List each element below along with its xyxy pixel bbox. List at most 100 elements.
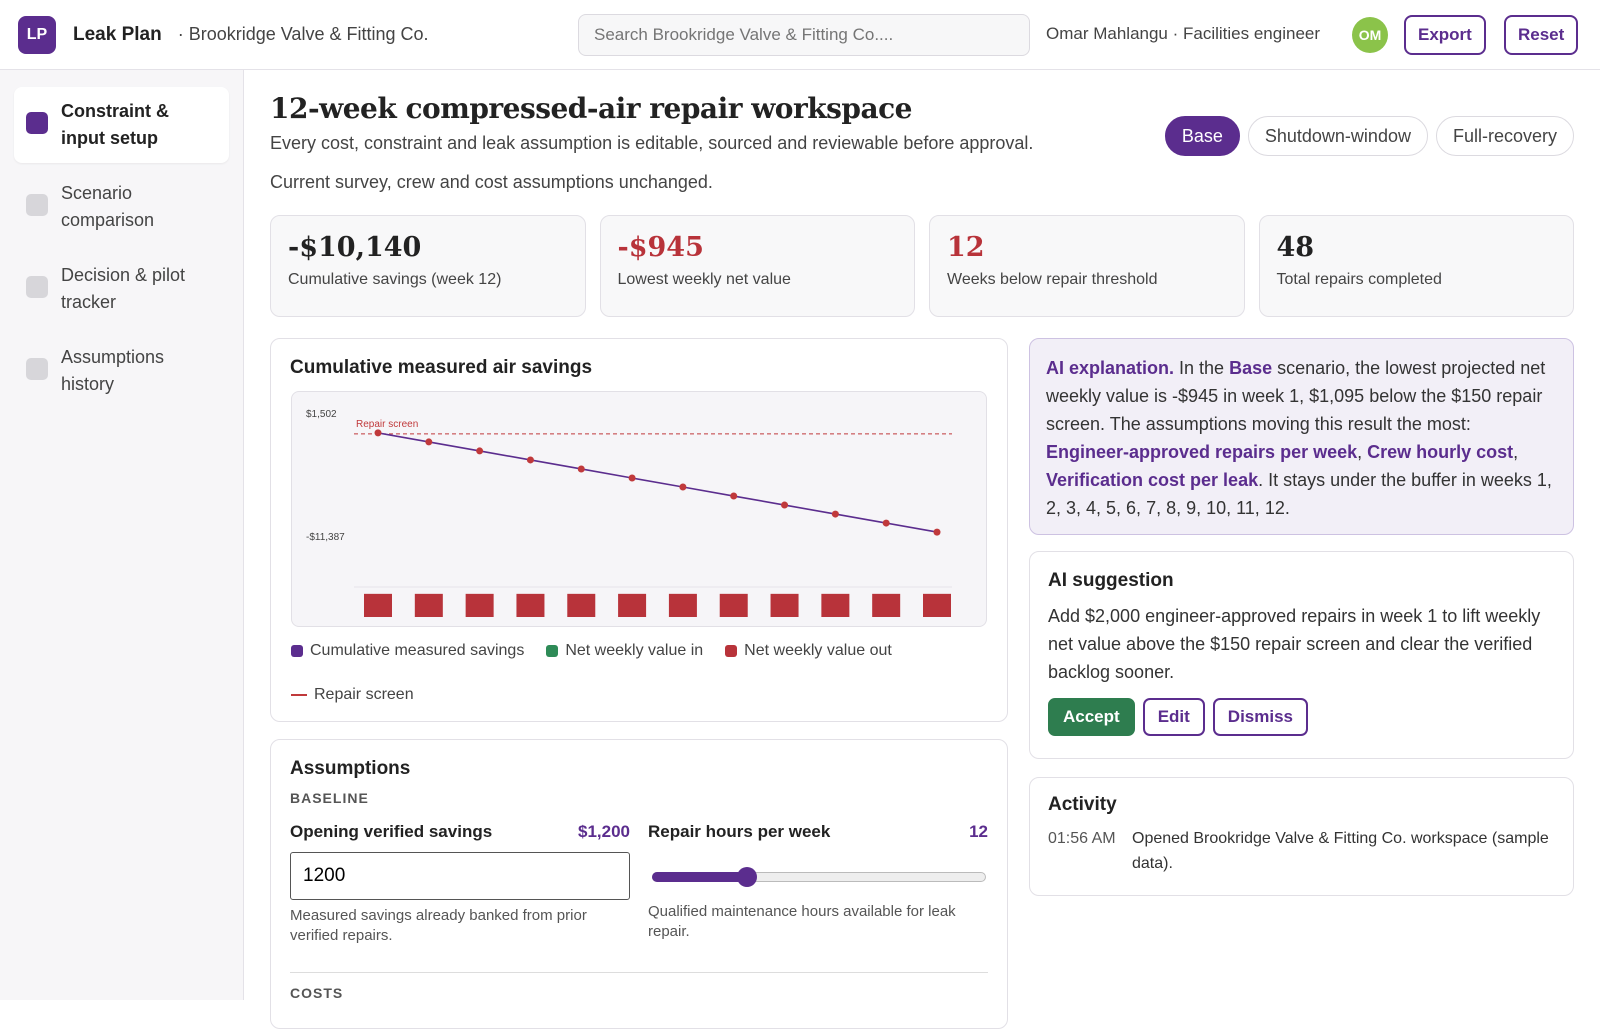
bar xyxy=(821,593,850,617)
nav-label: Decision & pilot tracker xyxy=(61,265,186,312)
point xyxy=(628,474,636,482)
activity-text: Opened Brookridge Valve & Fitting Co. wo… xyxy=(1132,830,1549,872)
field-help: Qualified maintenance hours available fo… xyxy=(648,903,956,940)
emphasis: Crew hourly cost xyxy=(1367,442,1514,462)
nav-label: Assumptions history xyxy=(61,347,165,394)
field-help: Measured savings already banked from pri… xyxy=(290,907,587,944)
main: 12-week compressed-air repair workspace … xyxy=(270,70,1574,317)
nav-icon xyxy=(26,276,48,298)
bar xyxy=(567,593,596,617)
legend-swatch xyxy=(546,645,559,657)
legend: Cumulative measured savings Net weekly va… xyxy=(291,637,981,709)
bar xyxy=(719,593,748,617)
activity-title: Activity xyxy=(1048,794,1117,815)
nav-item[interactable]: Scenario comparison xyxy=(14,169,229,245)
legend-label: Repair screen xyxy=(314,686,414,703)
sidebar: Constraint & input setup Scenario compar… xyxy=(0,70,244,1000)
text: . It stays under the buffer in weeks 1, … xyxy=(1046,470,1552,518)
field-row: Opening verified savings $1,200 Measured … xyxy=(290,822,988,946)
bar xyxy=(618,593,647,617)
kpi-card: -$945 Lowest weekly net value xyxy=(599,215,915,317)
nav-item[interactable]: Assumptions history xyxy=(14,333,229,409)
chart: $1,502 -$11,387 Repair screen xyxy=(306,409,952,617)
slider-knob[interactable] xyxy=(737,867,757,887)
emphasis: Base xyxy=(1229,358,1273,378)
kpi-label: Lowest weekly net value xyxy=(617,271,791,288)
kpi-value: 12 xyxy=(947,232,985,263)
page-title: 12-week compressed-air repair workspace xyxy=(270,92,913,125)
subtitle: Every cost, constraint and leak assumpti… xyxy=(270,133,1034,153)
legend-item: Repair screen xyxy=(291,681,959,709)
point xyxy=(882,519,890,527)
y-tick-label: $1,502 xyxy=(306,409,337,420)
assumptions: Assumptions BASELINE Opening verified sa… xyxy=(270,739,1008,1029)
app-name: Leak Plan xyxy=(73,23,162,45)
suggestion-title: AI suggestion xyxy=(1048,570,1174,591)
legend-swatch xyxy=(291,645,303,657)
point xyxy=(577,465,585,473)
edit-button[interactable]: Edit xyxy=(1142,698,1205,736)
kpi-label: Weeks below repair threshold xyxy=(947,271,1158,288)
reset-button[interactable]: Reset xyxy=(1504,15,1579,55)
nav-icon xyxy=(26,112,48,134)
assumptions-title: Assumptions xyxy=(290,758,411,779)
legend-label: Net weekly value in xyxy=(565,642,704,659)
point xyxy=(476,447,484,455)
point xyxy=(425,438,433,446)
line xyxy=(377,432,938,533)
scenario-pills: Base Shutdown-window Full-recovery xyxy=(1164,116,1574,156)
scenario-pill[interactable]: Base xyxy=(1164,116,1240,156)
text: In the xyxy=(1174,358,1230,378)
point xyxy=(679,483,687,491)
dismiss-button[interactable]: Dismiss xyxy=(1212,698,1308,736)
field-value: 12 xyxy=(969,822,988,841)
search[interactable] xyxy=(578,14,1030,56)
nav-icon xyxy=(26,358,48,380)
point xyxy=(933,528,941,536)
activity-time: 01:56 AM xyxy=(1048,830,1116,847)
export-button[interactable]: Export xyxy=(1404,15,1486,55)
chart-card: Cumulative measured air savings $1,502 -$… xyxy=(270,338,1008,722)
emphasis: Verification cost per leak xyxy=(1046,470,1259,490)
kpi-label: Cumulative savings (week 12) xyxy=(288,271,502,288)
legend-item: Net weekly value in xyxy=(546,637,703,665)
scenario-pill[interactable]: Full-recovery xyxy=(1435,116,1574,156)
nav-icon xyxy=(26,194,48,216)
number-input[interactable] xyxy=(290,852,630,900)
emphasis: Engineer-approved repairs per week xyxy=(1046,442,1358,462)
ai-explanation: AI explanation. In the Base scenario, th… xyxy=(1029,338,1574,535)
chart-area: $1,502 -$11,387 Repair screen xyxy=(291,391,987,627)
bar xyxy=(872,593,901,617)
kpi-card: 12 Weeks below repair threshold xyxy=(929,215,1245,317)
kpi-card: 48 Total repairs completed xyxy=(1258,215,1574,317)
accept-button[interactable]: Accept xyxy=(1048,698,1135,736)
field-label: Opening verified savings $1,200 xyxy=(290,822,630,842)
bar xyxy=(465,593,494,617)
nav-label: Constraint & input setup xyxy=(61,101,169,148)
field-value: $1,200 xyxy=(578,822,630,841)
text: scenario, the lowest projected net weekl… xyxy=(1046,358,1546,434)
user: Omar Mahlangu · Facilities engineer xyxy=(1046,24,1321,43)
activity: Activity 01:56 AM Opened Brookridge Valv… xyxy=(1029,777,1574,896)
suggestion-actions: Accept Edit Dismiss xyxy=(1048,698,1555,736)
legend-swatch xyxy=(291,694,307,696)
nav-item[interactable]: Constraint & input setup xyxy=(14,87,229,163)
bar xyxy=(364,593,392,617)
section-label: BASELINE xyxy=(290,790,369,806)
kpi-value: 48 xyxy=(1276,232,1315,263)
slider[interactable] xyxy=(648,852,988,900)
label: Opening verified savings xyxy=(290,822,493,841)
logo: LP xyxy=(18,15,56,54)
nav-item[interactable]: Decision & pilot tracker xyxy=(14,251,229,327)
field-label: Repair hours per week 12 xyxy=(648,822,988,842)
legend-swatch xyxy=(725,645,738,657)
explanation-text: AI explanation. In the Base scenario, th… xyxy=(1046,354,1557,522)
legend-label: Net weekly value out xyxy=(744,642,892,659)
scenario-pill[interactable]: Shutdown-window xyxy=(1247,116,1428,156)
kpi-row: -$10,140 Cumulative savings (week 12) -$9… xyxy=(270,215,1574,317)
ai-suggestion: AI suggestion Add $2,000 engineer-approv… xyxy=(1029,551,1574,759)
nav-label: Scenario comparison xyxy=(61,183,155,230)
status: Current survey, crew and cost assumption… xyxy=(270,172,713,192)
avatar: OM xyxy=(1352,17,1388,53)
org-name: · Brookridge Valve & Fitting Co. xyxy=(177,24,429,44)
